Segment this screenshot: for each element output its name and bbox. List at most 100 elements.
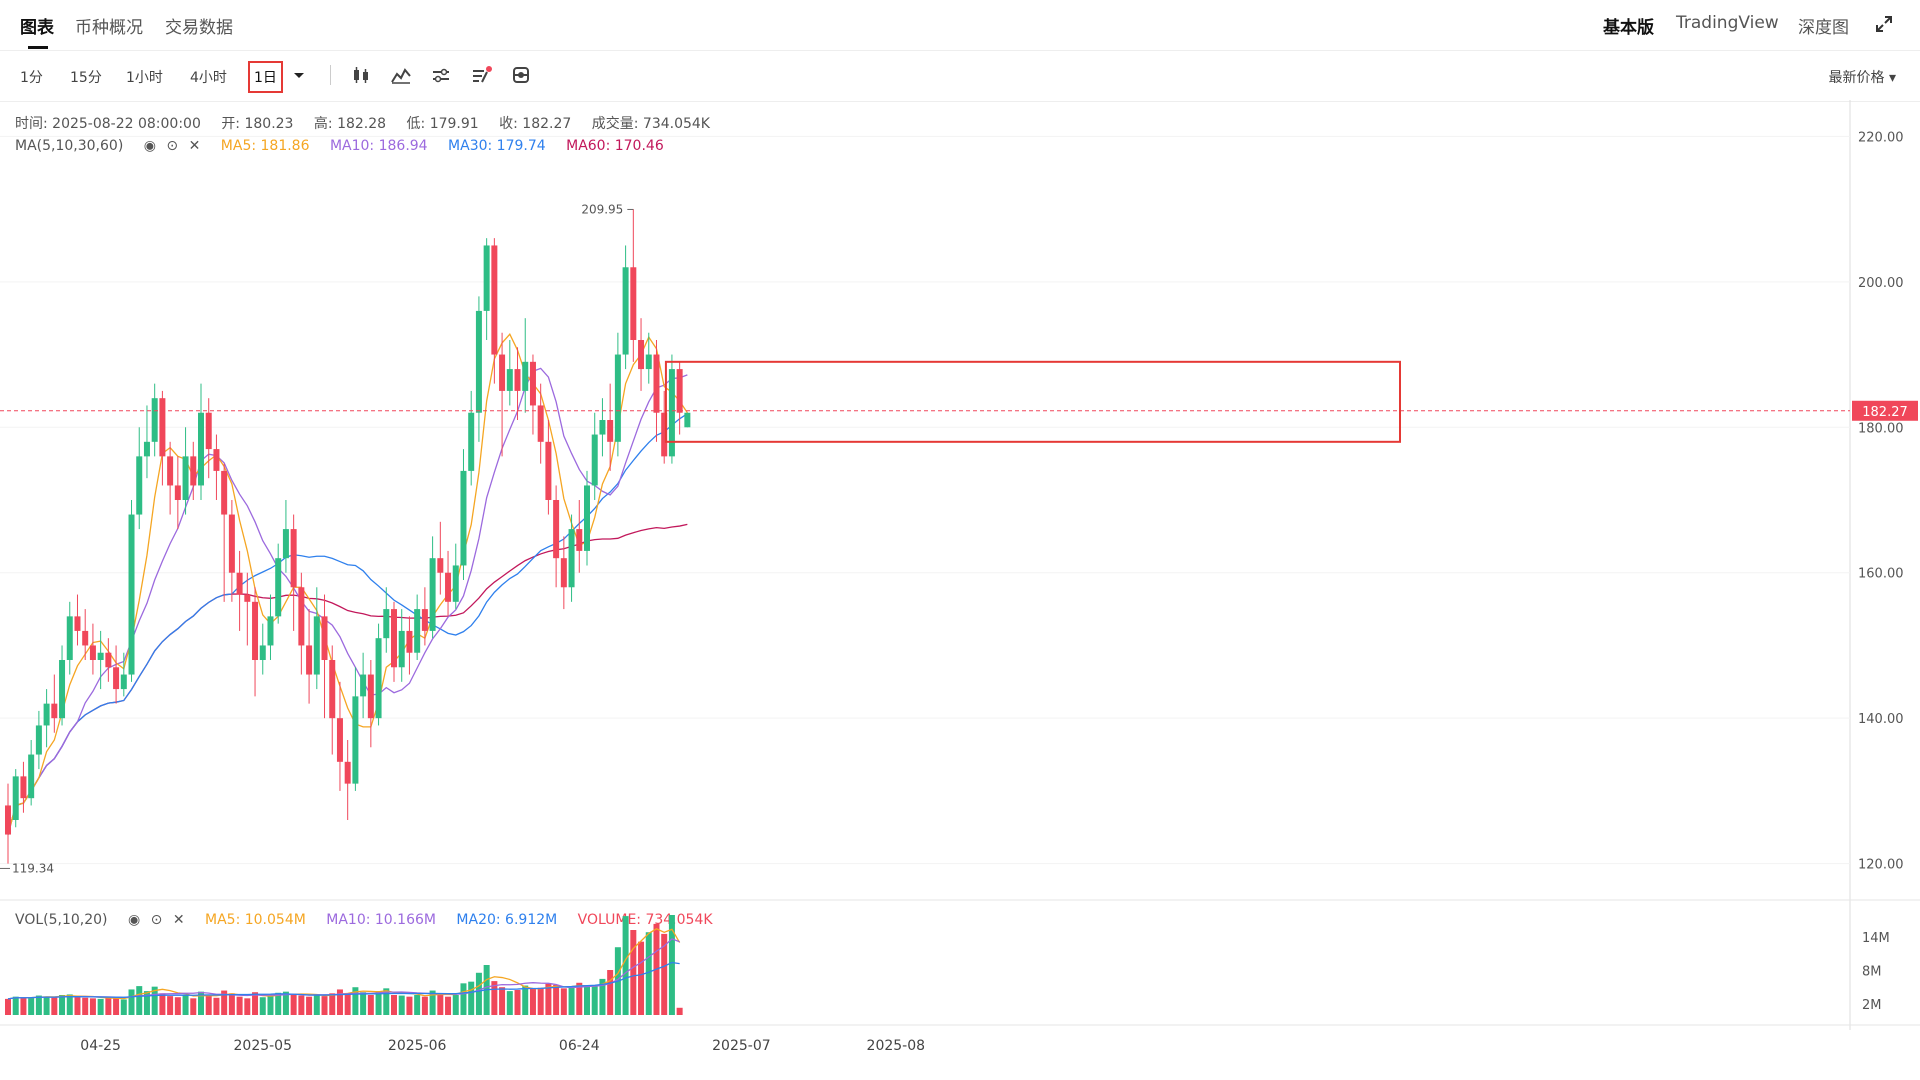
price-tick-label: 160.00 — [1858, 567, 1904, 582]
date-tick-label: 04-25 — [80, 1038, 121, 1054]
candle-body — [429, 558, 436, 631]
volume-bar — [537, 987, 544, 1015]
vol-eye-icon[interactable]: ◉ — [127, 912, 141, 928]
tab-coin-overview[interactable]: 币种概况 — [75, 18, 143, 38]
vol-ma5-value: MA5: 10.054M — [205, 912, 306, 928]
volume-bar — [445, 996, 452, 1015]
candle-body — [344, 761, 351, 784]
tradingview-link[interactable]: TradingView — [1676, 13, 1779, 33]
fullscreen-icon[interactable] — [1874, 14, 1894, 34]
indicator-icon[interactable] — [390, 65, 412, 85]
candle-body — [43, 703, 50, 726]
volume-bar — [259, 997, 266, 1015]
date-tick-label: 2025-05 — [234, 1038, 293, 1054]
candlestick-type-icon[interactable] — [350, 65, 372, 85]
candle-body — [174, 485, 181, 500]
candle-body — [514, 369, 521, 391]
volume-bar — [607, 970, 614, 1015]
volume-bar — [344, 993, 351, 1015]
candle-body — [66, 616, 73, 660]
volume-bar — [421, 996, 428, 1015]
candle-body — [282, 529, 289, 559]
volume-bar — [429, 990, 436, 1015]
candle-body — [244, 594, 251, 602]
tab-active-indicator — [28, 46, 48, 49]
candle-body — [645, 354, 652, 370]
period-4h[interactable]: 4小时 — [190, 70, 227, 86]
settings-icon[interactable]: ⊙ — [166, 138, 179, 154]
date-tick-label: 2025-08 — [867, 1038, 926, 1054]
volume-bar — [468, 981, 475, 1015]
chevron-down-icon[interactable] — [292, 65, 306, 85]
candle-body — [306, 645, 313, 675]
candle-body — [460, 470, 467, 566]
period-1m[interactable]: 1分 — [20, 70, 43, 86]
candle-body — [82, 630, 89, 646]
volume-bar — [28, 997, 35, 1015]
date-tick-label: 2025-06 — [388, 1038, 447, 1054]
candle-body — [236, 572, 243, 595]
volume-bar — [66, 994, 73, 1015]
volume-bar — [282, 991, 289, 1015]
ohlc-close: 收: 182.27 — [499, 116, 572, 132]
basic-version-link[interactable]: 基本版 — [1603, 18, 1654, 38]
volume-bar — [174, 997, 181, 1015]
volume-bar — [43, 996, 50, 1015]
close-icon[interactable]: ✕ — [188, 138, 201, 154]
candle-body — [228, 514, 235, 573]
depth-chart-link[interactable]: 深度图 — [1798, 18, 1849, 38]
volume-bar — [97, 998, 104, 1015]
volume-bar — [167, 996, 174, 1015]
candle-body — [638, 340, 645, 370]
candle-body — [120, 674, 127, 690]
candle-body — [329, 660, 336, 719]
price-type-label: 最新价格 — [1828, 70, 1885, 86]
vol-legend: VOL(5,10,20) ◉ ⊙ ✕ MA5: 10.054M MA10: 10… — [15, 912, 729, 928]
volume-bar — [136, 986, 143, 1015]
volume-bar — [89, 998, 96, 1015]
tab-chart[interactable]: 图表 — [20, 18, 54, 38]
volume-bar — [584, 985, 590, 1015]
volume-bar — [190, 998, 197, 1015]
candle-body — [522, 361, 529, 391]
settings-sliders-icon[interactable] — [430, 65, 452, 85]
volume-bar — [143, 991, 150, 1015]
top-tab-bar: 图表 币种概况 交易数据 基本版 TradingView 深度图 — [0, 0, 1920, 51]
tab-trading-data[interactable]: 交易数据 — [165, 18, 233, 38]
candle-body — [360, 674, 367, 697]
candle-body — [676, 369, 683, 413]
eye-icon[interactable]: ◉ — [143, 138, 156, 154]
drawing-tools-icon[interactable] — [470, 65, 492, 85]
swap-icon[interactable] — [510, 65, 532, 85]
candle-body — [591, 434, 598, 486]
vol-settings-icon[interactable]: ⊙ — [150, 912, 163, 928]
period-1h[interactable]: 1小时 — [126, 70, 163, 86]
volume-bar — [82, 997, 89, 1015]
volume-tick-label: 8M — [1862, 965, 1882, 980]
candle-body — [136, 456, 143, 515]
candle-body — [414, 609, 421, 653]
candle-body — [468, 412, 475, 471]
period-15m[interactable]: 15分 — [70, 70, 102, 86]
volume-bar — [5, 998, 11, 1015]
volume-bar — [591, 985, 598, 1015]
candle-body — [128, 514, 135, 675]
volume-bar — [460, 983, 467, 1015]
volume-bar — [414, 995, 421, 1015]
volume-bar — [306, 996, 313, 1015]
volume-bar — [383, 988, 390, 1015]
volume-bar — [360, 992, 367, 1015]
volume-bar — [275, 992, 282, 1015]
candle-body — [20, 776, 27, 799]
vol-close-icon[interactable]: ✕ — [172, 912, 185, 928]
price-type-select[interactable]: 最新价格 ▾ — [1828, 70, 1896, 86]
candle-body — [614, 354, 621, 442]
volume-bar — [252, 992, 259, 1015]
period-1d[interactable]: 1日 — [248, 61, 283, 93]
chart-toolbar: 1分 15分 1小时 4小时 1日 最新价格 ▾ — [0, 51, 1920, 102]
candle-body — [421, 609, 428, 631]
volume-bar — [499, 987, 506, 1015]
volume-bar — [638, 941, 645, 1015]
ma-title: MA(5,10,30,60) — [15, 138, 124, 154]
